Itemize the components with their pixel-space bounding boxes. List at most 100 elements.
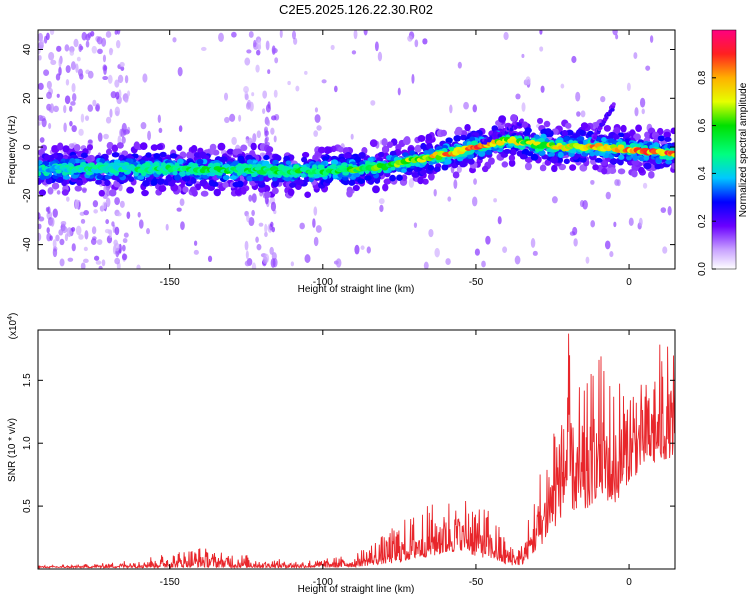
noise-speck (231, 136, 237, 146)
ridge-cell (264, 191, 271, 199)
noise-speck (39, 39, 45, 46)
noise-speck (90, 30, 95, 37)
ridge-cell (433, 166, 441, 173)
ridge-cell (453, 135, 462, 142)
noise-speck (38, 223, 42, 230)
noise-speck (66, 227, 73, 238)
ridge-cell (250, 142, 257, 151)
ridge-cell (61, 189, 69, 196)
noise-speck (485, 235, 491, 245)
ridge-cell (222, 174, 230, 181)
noise-speck (502, 246, 508, 253)
ridge-cell (609, 158, 617, 165)
ridge-cell (618, 154, 625, 160)
noise-speck (102, 54, 107, 63)
snr-frame (37, 329, 676, 570)
snr-panel: -150 -100 -50 0 0.5 1.0 1.5 Height of straigh… (7, 313, 676, 595)
noise-speck (65, 78, 70, 86)
ridge-cell (509, 148, 517, 156)
ridge-cell (212, 149, 220, 156)
noise-speck (93, 255, 100, 261)
ridge-cell (530, 153, 539, 161)
noise-speck (61, 226, 68, 234)
noise-speck (255, 236, 259, 243)
noise-speck (304, 254, 311, 263)
noise-speck (600, 96, 606, 103)
noise-speck (253, 39, 257, 48)
noise-speck (109, 48, 114, 53)
noise-speck (95, 103, 101, 112)
ridge-cell (168, 180, 176, 187)
noise-speck (660, 207, 667, 213)
noise-speck (97, 132, 103, 142)
colorbar: 0.0 0.2 0.4 0.6 0.8 Normalized spectral ampl… (697, 29, 749, 276)
noise-speck (116, 30, 121, 35)
ridge-cell (396, 174, 403, 182)
ridge-cell (45, 177, 53, 185)
colorbar-tick-label: 0.6 (697, 118, 708, 132)
ridge-cell (383, 178, 392, 185)
noise-speck (251, 209, 255, 217)
snr-y-ticks: 0.5 1.0 1.5 (22, 373, 675, 513)
noise-speck (481, 260, 486, 268)
noise-speck (514, 255, 521, 265)
ridge-cell (635, 124, 642, 132)
noise-speck (609, 251, 614, 258)
ridge-cell (411, 171, 420, 178)
ridge-cell (637, 166, 645, 174)
noise-speck (64, 95, 71, 105)
ridge-cell (174, 174, 181, 181)
y-tick-label: -40 (22, 237, 33, 252)
ridge-cell (352, 184, 360, 192)
noise-speck (265, 136, 269, 142)
ridge-cell (200, 190, 209, 197)
noise-speck (626, 82, 631, 92)
ridge-cell (158, 185, 167, 193)
noise-speck (422, 38, 428, 45)
spectrogram-heatmap (38, 30, 675, 269)
ridge-cell (543, 120, 551, 128)
noise-speck (84, 115, 90, 121)
ridge-cell (38, 189, 47, 196)
snr-multiplier-base: (x10 (8, 319, 19, 339)
x-tick-label: -100 (313, 577, 333, 588)
ridge-cell (358, 151, 366, 159)
noise-speck (641, 108, 645, 115)
noise-speck (114, 242, 120, 252)
noise-speck (200, 46, 207, 52)
noise-speck (58, 66, 62, 76)
noise-speck (638, 217, 643, 227)
ridge-cell (401, 168, 407, 173)
noise-speck (176, 207, 182, 212)
ridge-cell (176, 144, 183, 152)
ridge-cell (38, 171, 42, 177)
noise-speck (70, 101, 76, 106)
noise-speck (262, 256, 268, 265)
noise-speck (304, 70, 308, 75)
ridge-cell (240, 144, 248, 152)
ridge-cell (304, 191, 312, 199)
ridge-cell (153, 152, 161, 159)
ridge-cell (271, 187, 279, 195)
ridge-cell (441, 164, 449, 171)
ridge-cell (343, 152, 352, 159)
noise-speck (540, 85, 545, 93)
noise-speck (272, 48, 278, 54)
ridge-cell (510, 114, 518, 123)
ridge-cell (633, 133, 642, 141)
noise-speck (48, 51, 55, 61)
y-tick-label: 1.0 (22, 436, 33, 450)
noise-speck (80, 113, 85, 123)
ridge-cell (452, 171, 460, 179)
spectrogram-y-ticks: -40 -20 0 20 40 (22, 44, 675, 252)
noise-speck (590, 179, 595, 185)
noise-speck (497, 216, 502, 225)
ridge-cell (352, 172, 361, 178)
ridge-cell (139, 142, 148, 150)
ridge-cell (612, 134, 620, 140)
colorbar-tick-label: 0.4 (697, 166, 708, 180)
noise-speck (96, 239, 103, 245)
noise-speck (38, 121, 41, 126)
noise-speck (474, 248, 480, 256)
noise-speck (378, 198, 385, 205)
